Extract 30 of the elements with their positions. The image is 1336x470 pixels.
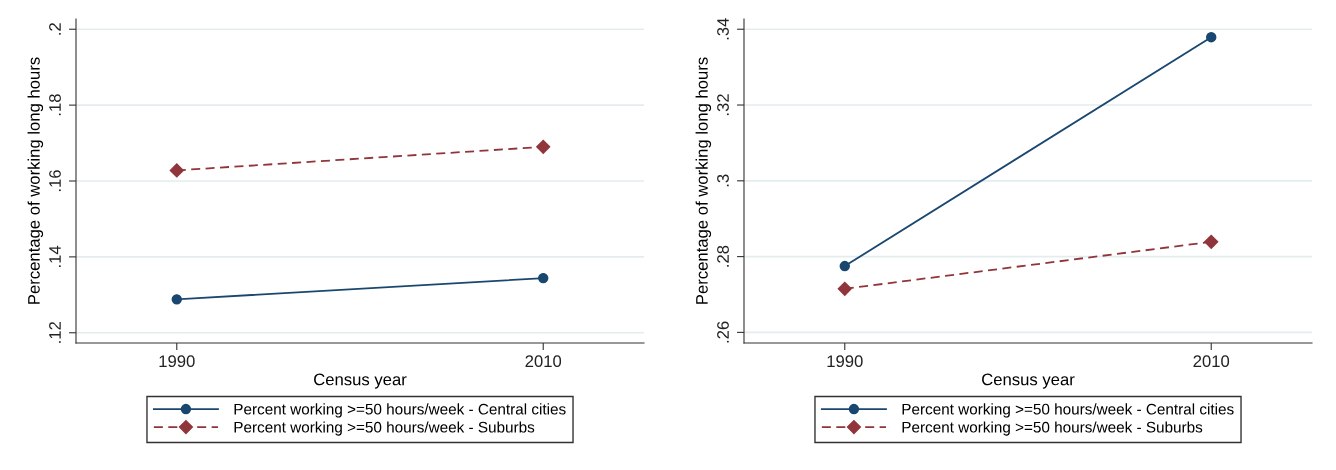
- x-tick-label: 2010: [1193, 355, 1230, 368]
- point: [171, 294, 182, 305]
- point: [169, 163, 184, 178]
- point: [1206, 31, 1217, 43]
- legend-label: Percent working >=50 hours/week - Central cities: [902, 403, 1234, 418]
- x-tick-label: 1990: [827, 355, 863, 368]
- point: [1204, 234, 1219, 249]
- x-axis-title: Census year: [314, 373, 407, 389]
- y-axis-title: Percentage of working long hours: [695, 57, 712, 304]
- y-tick-label: .12: [49, 322, 61, 343]
- y-tick-label: .18: [49, 94, 61, 116]
- legend-label: Percent working >=50 hours/week - Suburbs: [234, 421, 535, 436]
- point: [538, 272, 549, 284]
- y-tick-label: .2: [49, 23, 61, 35]
- point: [837, 281, 852, 296]
- x-axis-title: Census year: [982, 373, 1075, 389]
- y-tick-label: .28: [717, 245, 729, 267]
- y-tick-label: .14: [49, 245, 61, 267]
- y-tick-label: .32: [717, 94, 729, 116]
- y-tick-label: .3: [717, 174, 729, 187]
- y-tick-label: .34: [717, 18, 729, 40]
- legend-label: Percent working >=50 hours/week - Suburbs: [902, 421, 1203, 436]
- x-tick-label: 2010: [525, 355, 562, 368]
- x-tick-label: 1990: [159, 355, 195, 368]
- y-axis-title: Percentage of working long hours: [27, 57, 44, 304]
- point: [536, 139, 551, 154]
- y-tick-label: .16: [49, 170, 61, 192]
- point: [839, 260, 850, 272]
- y-tick-label: .26: [717, 321, 729, 343]
- legend-label: Percent working >=50 hours/week - Central cities: [234, 403, 566, 418]
